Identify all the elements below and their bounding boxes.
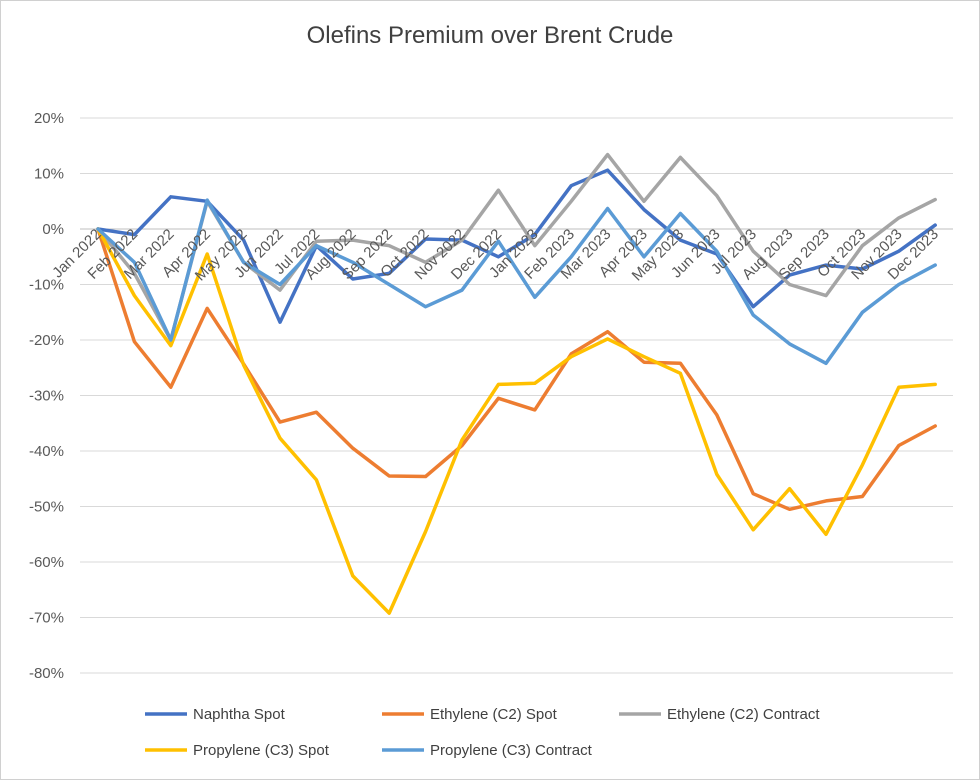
y-tick-label: -50%	[29, 499, 64, 516]
y-tick-label: -20%	[29, 332, 64, 349]
y-tick-label: -80%	[29, 665, 64, 682]
y-tick-label: 0%	[42, 221, 64, 238]
y-tick-label: -60%	[29, 554, 64, 571]
legend-label: Propylene (C3) Contract	[430, 742, 593, 759]
legend-label: Ethylene (C2) Contract	[667, 706, 820, 723]
y-tick-label: 10%	[34, 166, 64, 183]
y-tick-label: 20%	[34, 110, 64, 127]
y-axis-ticks: 20% 10% 0% -10% -20% -30% -40% -50% -60% -70% -80%	[29, 110, 64, 682]
y-tick-label: -30%	[29, 388, 64, 405]
series-line	[96, 227, 937, 615]
legend-item: Ethylene (C2) Contract	[619, 706, 820, 723]
legend-item: Propylene (C3) Contract	[382, 742, 593, 759]
legend: Naphtha Spot Ethylene (C2) Spot Ethylene (…	[145, 706, 820, 759]
series-line	[96, 227, 937, 512]
gridlines	[80, 117, 953, 674]
series-lines	[96, 152, 937, 615]
y-tick-label: -10%	[29, 277, 64, 294]
series-line	[96, 168, 937, 324]
legend-label: Naphtha Spot	[193, 706, 286, 723]
legend-label: Propylene (C3) Spot	[193, 742, 330, 759]
y-tick-label: -70%	[29, 610, 64, 627]
legend-item: Propylene (C3) Spot	[145, 742, 330, 759]
chart-title: Olefins Premium over Brent Crude	[306, 22, 674, 49]
legend-item: Naphtha Spot	[145, 706, 286, 723]
legend-item: Ethylene (C2) Spot	[382, 706, 558, 723]
series-line	[96, 198, 937, 366]
y-tick-label: -40%	[29, 443, 64, 460]
legend-label: Ethylene (C2) Spot	[430, 706, 558, 723]
